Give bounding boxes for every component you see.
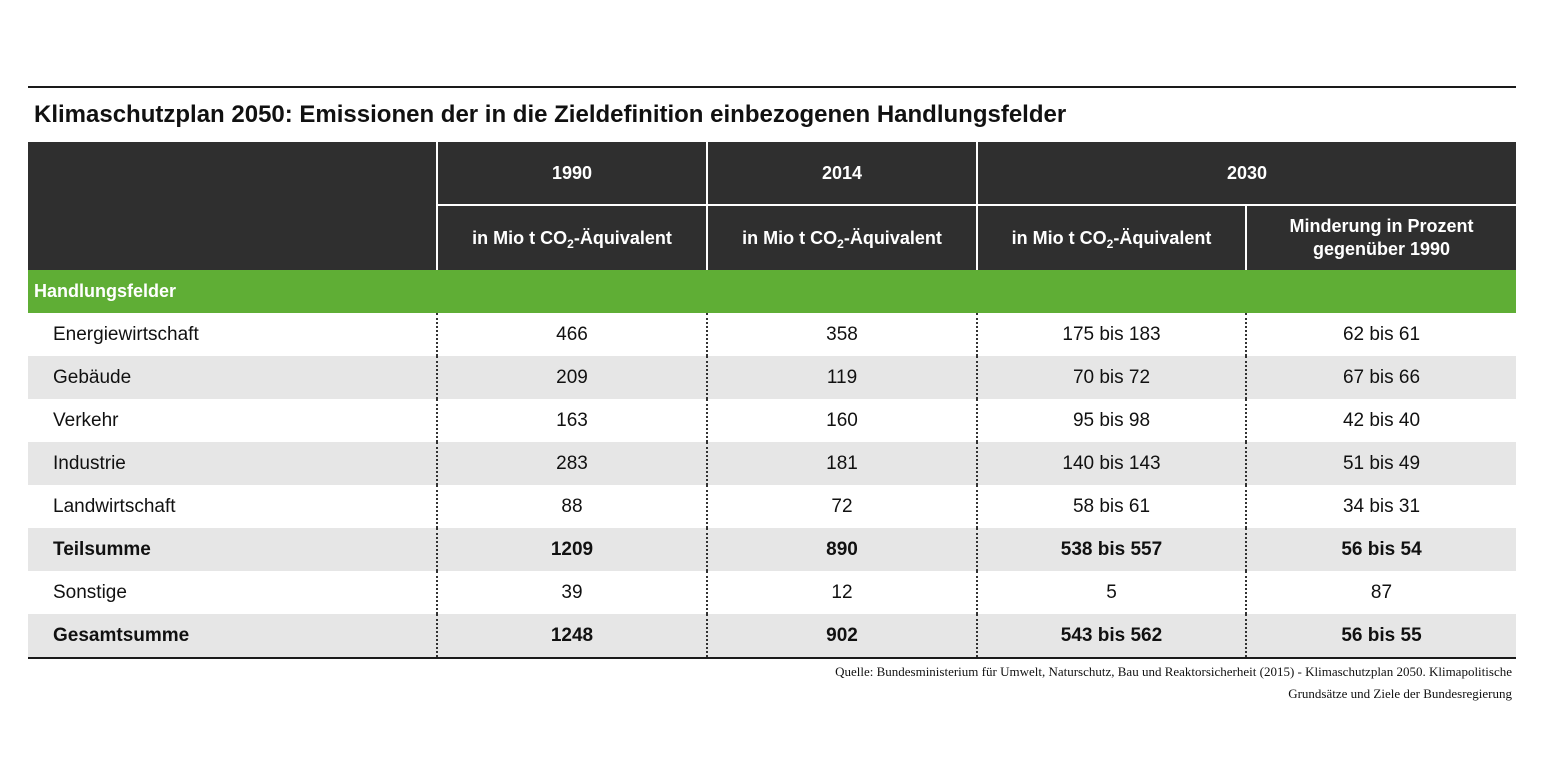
emissions-table-figure: Klimaschutzplan 2050: Emissionen der in … — [28, 86, 1516, 705]
cell-2014: 72 — [706, 485, 976, 528]
cell-2030: 175 bis 183 — [976, 313, 1245, 356]
header-unit-2030: in Mio t CO2-Äquivalent — [976, 206, 1245, 270]
row-label: Energiewirtschaft — [53, 323, 199, 345]
cell-reduction: 87 — [1245, 571, 1516, 614]
header-year-1990: 1990 — [436, 142, 706, 206]
source-note: Quelle: Bundesministerium für Umwelt, Na… — [835, 664, 1512, 701]
cell-2014: 358 — [706, 313, 976, 356]
row-label: Gesamtsumme — [28, 614, 436, 657]
row-label: Industrie — [28, 442, 436, 485]
cell-2014: 12 — [706, 571, 976, 614]
cell-1990: 1209 — [436, 528, 706, 571]
cell-1990: 283 — [436, 442, 706, 485]
cell-reduction: 67 bis 66 — [1245, 356, 1516, 399]
cell-reduction: 56 bis 54 — [1245, 528, 1516, 571]
cell-reduction: 51 bis 49 — [1245, 442, 1516, 485]
cell-2014: 160 — [706, 399, 976, 442]
header-unit-1990: in Mio t CO2-Äquivalent — [436, 206, 706, 270]
cell-2030: 95 bis 98 — [976, 399, 1245, 442]
cell-1990: 88 — [436, 485, 706, 528]
cell-reduction: 56 bis 55 — [1245, 614, 1516, 657]
row-label: Teilsumme — [28, 528, 436, 571]
cell-2014: 119 — [706, 356, 976, 399]
cell-2030: 58 bis 61 — [976, 485, 1245, 528]
group-row-handlungsfelder: Handlungsfelder — [28, 270, 1516, 313]
cell-2014: 902 — [706, 614, 976, 657]
cell-reduction: 34 bis 31 — [1245, 485, 1516, 528]
cell-1990: 163 — [436, 399, 706, 442]
row-label: Landwirtschaft — [53, 495, 176, 517]
top-rule — [28, 86, 1516, 88]
row-label: Sonstige — [53, 581, 127, 603]
emissions-table: 1990 2014 2030 in Mio t CO2-Äquivalent i… — [28, 142, 1516, 657]
header-year-2030: 2030 — [976, 142, 1516, 206]
cell-1990: 209 — [436, 356, 706, 399]
cell-reduction: 62 bis 61 — [1245, 313, 1516, 356]
header-year-2014: 2014 — [706, 142, 976, 206]
cell-2030: 538 bis 557 — [976, 528, 1245, 571]
header-corner — [28, 142, 436, 270]
cell-2030: 543 bis 562 — [976, 614, 1245, 657]
cell-1990: 1248 — [436, 614, 706, 657]
cell-2030: 140 bis 143 — [976, 442, 1245, 485]
table-title: Klimaschutzplan 2050: Emissionen der in … — [34, 101, 1067, 128]
cell-1990: 466 — [436, 313, 706, 356]
row-label: Verkehr — [53, 409, 119, 431]
row-label: Gebäude — [28, 356, 436, 399]
header-unit-2014: in Mio t CO2-Äquivalent — [706, 206, 976, 270]
cell-2030: 5 — [976, 571, 1245, 614]
cell-reduction: 42 bis 40 — [1245, 399, 1516, 442]
cell-2014: 181 — [706, 442, 976, 485]
header-reduction: Minderung in Prozent gegenüber 1990 — [1245, 206, 1516, 270]
bottom-rule — [28, 657, 1516, 659]
cell-1990: 39 — [436, 571, 706, 614]
cell-2030: 70 bis 72 — [976, 356, 1245, 399]
cell-2014: 890 — [706, 528, 976, 571]
